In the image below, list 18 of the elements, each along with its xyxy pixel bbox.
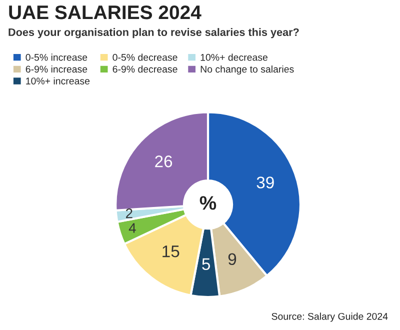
data-label: 39 (256, 176, 274, 188)
data-label: 9 (228, 253, 236, 266)
data-label: 15 (162, 246, 180, 258)
legend-label: 0-5% decrease (112, 54, 178, 61)
legend-label: 0-5% increase (26, 54, 88, 61)
data-label: 2 (126, 208, 132, 218)
data-label: 26 (155, 156, 172, 168)
data-label: 4 (128, 223, 136, 233)
legend-label: 6-9% increase (26, 65, 88, 73)
legend-label: 10%+ decrease (200, 54, 268, 61)
chart-subtitle: Does your organisation plan to revise salaries this year? (8, 28, 299, 38)
chart-title: UAE SALARIES 2024 (9, 5, 202, 20)
text: % (200, 196, 216, 210)
data-label: 5 (202, 258, 210, 270)
legend-label: No change to salaries (200, 65, 294, 75)
source-note: Source: Salary Guide 2024 (272, 312, 388, 322)
legend-label: 6-9% decrease (112, 65, 178, 73)
legend-label: 10%+ increase (26, 77, 90, 84)
